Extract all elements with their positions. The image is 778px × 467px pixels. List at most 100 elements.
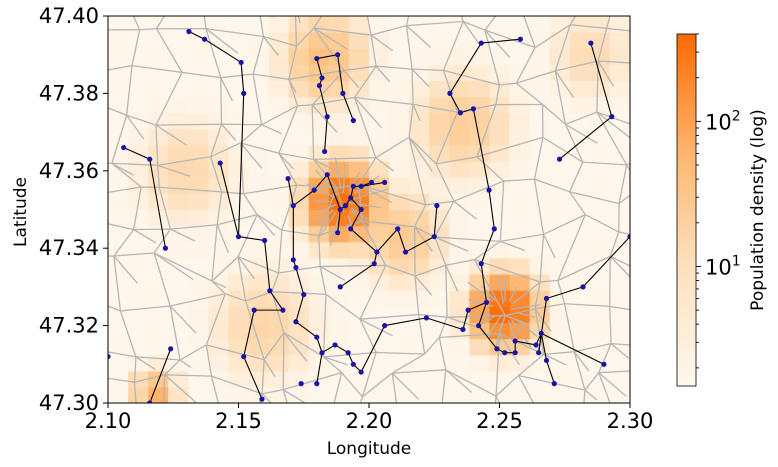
heatmap-cell [389,274,410,291]
voronoi-edge [348,171,361,192]
voronoi-edge [445,258,475,266]
heatmap-cell [609,96,630,114]
network-edge [292,189,315,207]
voronoi-edge [158,187,172,230]
heatmap-cell [449,145,470,162]
voronoi-edge [210,123,223,157]
heatmap-cell [529,257,551,275]
network-node [322,148,328,155]
voronoi-edge [237,256,255,280]
heatmap-cell [589,193,611,211]
heatmap-cell [389,161,410,178]
voronoi-edge [445,264,459,292]
voronoi-edge [359,265,387,320]
heatmap-cell [328,306,350,323]
network-node [478,40,484,46]
heatmap-cell [248,322,270,340]
voronoi-edge [170,293,226,307]
heatmap-cell [589,257,611,275]
y-tick-label: 47.32 [39,314,99,338]
heatmap-cell [128,96,149,114]
voronoi-edge [375,65,391,83]
heatmap-cell [409,32,430,49]
voronoi-edge [313,27,349,50]
heatmap-cell [348,370,370,388]
heatmap-cell [469,338,491,356]
voronoi-edge [569,161,584,193]
heatmap-cell [228,306,250,323]
heatmap-cell [569,32,591,49]
voronoi-edge [359,318,394,337]
voronoi-edge [361,220,415,228]
voronoi-edge [565,111,598,125]
density-heatmap [108,16,630,403]
voronoi-edge [155,72,183,126]
voronoi-edge [554,24,571,72]
heatmap-cell [369,16,390,33]
voronoi-edge [413,204,427,228]
y-tick-label: 47.36 [39,159,99,183]
heatmap-cell [248,161,270,178]
heatmap-cell [188,386,209,403]
voronoi-edge [474,240,501,261]
heatmap-cell [228,386,250,403]
voronoi-edge [405,25,413,70]
heatmap-cell [348,193,370,211]
voronoi-edge [270,16,273,18]
network-edge [546,286,584,300]
heatmap-cell [168,145,189,162]
voronoi-edge [288,46,298,80]
voronoi-edge [296,411,333,430]
heatmap-cell [529,225,551,243]
heatmap-cell [268,290,290,307]
network-edge [515,340,537,346]
voronoi-edge [205,28,222,78]
voronoi-edge [564,303,610,308]
voronoi-edge [585,214,620,233]
network-node [543,357,550,364]
voronoi-edge [170,228,196,242]
heatmap-cell [569,177,591,194]
network-node [241,353,247,360]
voronoi-edge [153,252,213,282]
network-edge [337,54,344,94]
network-node [332,342,338,348]
voronoi-edge [512,282,540,305]
network-node [601,361,607,367]
heatmap-cell [128,306,149,323]
network-edge [433,205,438,237]
voronoi-edge [333,372,343,403]
heatmap-cell [369,161,390,178]
voronoi-edge [438,337,447,370]
voronoi-edge [288,69,344,80]
voronoi-edge [569,191,620,205]
network-edge [405,236,435,253]
network-node [293,264,299,271]
network-node [369,179,375,186]
heatmap-cell [569,48,591,65]
heatmap-cell [168,225,189,243]
voronoi-edge [211,280,227,289]
voronoi-edge [610,343,629,359]
network-edge [316,58,323,79]
voronoi-edge [93,102,108,133]
voronoi-edge [654,347,662,369]
voronoi-edge [598,372,611,403]
network-node [382,323,388,329]
voronoi-edge [446,316,479,328]
network-node [551,381,557,387]
heatmap-cell [469,209,491,227]
voronoi-edge [316,203,337,214]
heatmap-cell [308,306,330,323]
heatmap-cell [208,306,230,323]
voronoi-edge [414,226,433,252]
network-node [470,106,476,112]
network-node [431,233,437,240]
heatmap-cell [308,80,330,98]
voronoi-edge [108,377,135,383]
network-edge [480,228,495,264]
y-axis-label: Latitude [11,177,31,247]
heatmap-cell [549,322,571,340]
heatmap-cell [509,64,531,82]
network-edge [376,228,399,253]
